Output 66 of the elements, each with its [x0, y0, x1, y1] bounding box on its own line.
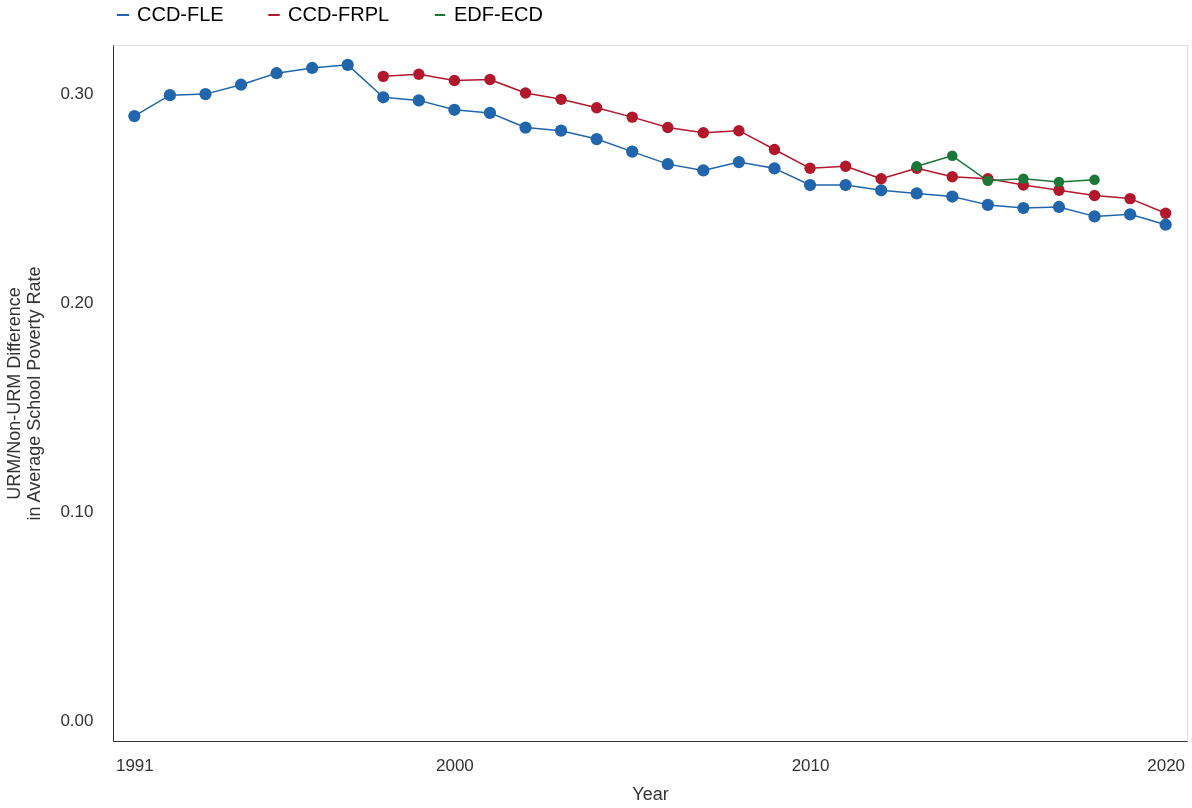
- point: [875, 173, 887, 185]
- x-tick-label: 2000: [435, 755, 474, 775]
- point: [875, 184, 888, 197]
- point: [733, 125, 745, 137]
- point: [1159, 207, 1172, 219]
- point: [163, 89, 177, 102]
- y-tick-label: 0.10: [60, 501, 94, 521]
- point: [590, 132, 603, 146]
- x-axis-title: Year: [632, 783, 669, 804]
- point: [697, 127, 710, 139]
- point: [590, 102, 603, 114]
- point: [234, 78, 248, 91]
- point: [555, 93, 567, 106]
- point: [128, 109, 141, 123]
- point: [483, 106, 497, 120]
- point: [306, 61, 319, 75]
- y-tick-label: 0.30: [60, 83, 94, 103]
- point: [732, 155, 746, 169]
- point: [412, 94, 425, 107]
- point: [377, 91, 390, 104]
- point: [1089, 174, 1100, 186]
- point: [1017, 201, 1030, 215]
- point: [1053, 176, 1065, 188]
- point: [946, 170, 958, 183]
- point: [839, 178, 852, 192]
- point: [554, 124, 568, 137]
- point: [1124, 192, 1136, 205]
- x-tick-label: 1991: [115, 755, 154, 775]
- point: [804, 162, 816, 175]
- point: [1088, 189, 1101, 202]
- point: [199, 88, 212, 101]
- legend-label: CCD-FLE: [137, 3, 224, 25]
- point: [768, 143, 781, 156]
- point: [484, 73, 496, 86]
- y-tick-label: 0.00: [60, 710, 94, 730]
- point: [1088, 210, 1101, 223]
- point: [626, 145, 639, 158]
- point: [946, 190, 959, 203]
- point: [662, 121, 674, 134]
- point: [270, 67, 283, 80]
- x-tick-label: 2020: [1147, 755, 1186, 775]
- legend-label: EDF-ECD: [454, 3, 543, 25]
- point: [1018, 173, 1029, 184]
- point: [697, 164, 710, 177]
- x-tick-label: 2010: [791, 755, 830, 775]
- legend-label: CCD-FRPL: [288, 3, 390, 25]
- point: [519, 121, 532, 134]
- point: [413, 68, 425, 80]
- point: [803, 178, 817, 192]
- point: [1052, 200, 1066, 214]
- point: [1159, 218, 1172, 231]
- point: [377, 70, 389, 83]
- point: [448, 103, 461, 116]
- point: [839, 160, 852, 172]
- point: [519, 87, 532, 99]
- point: [1123, 208, 1137, 221]
- point: [947, 150, 958, 162]
- point: [768, 162, 781, 175]
- point: [981, 198, 994, 211]
- point: [341, 58, 354, 71]
- point: [626, 111, 638, 123]
- y-tick-label: 0.20: [60, 292, 94, 312]
- y-axis-title: URM/Non-URM Difference in Average School Poverty Rate: [4, 266, 45, 521]
- point: [661, 158, 674, 171]
- point: [448, 74, 461, 87]
- point: [910, 187, 923, 200]
